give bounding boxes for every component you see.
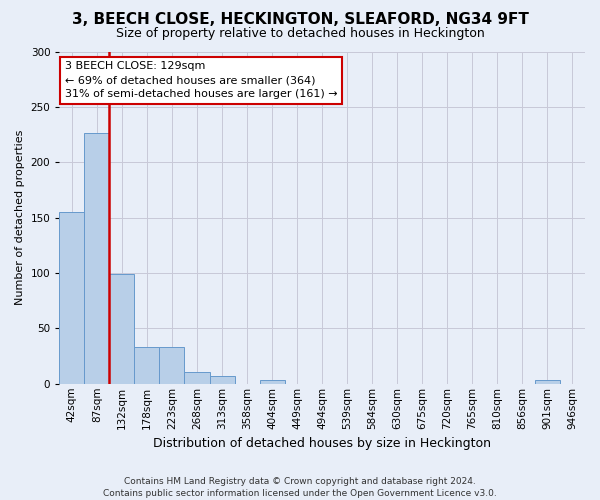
Bar — [109, 274, 134, 384]
Bar — [535, 380, 560, 384]
Bar — [85, 134, 109, 384]
Bar — [260, 380, 284, 384]
Text: Size of property relative to detached houses in Heckington: Size of property relative to detached ho… — [116, 28, 484, 40]
Bar — [184, 372, 209, 384]
Y-axis label: Number of detached properties: Number of detached properties — [15, 130, 25, 306]
Bar — [209, 376, 235, 384]
Text: 3, BEECH CLOSE, HECKINGTON, SLEAFORD, NG34 9FT: 3, BEECH CLOSE, HECKINGTON, SLEAFORD, NG… — [71, 12, 529, 28]
Bar — [59, 212, 85, 384]
X-axis label: Distribution of detached houses by size in Heckington: Distribution of detached houses by size … — [153, 437, 491, 450]
Bar — [160, 347, 184, 384]
Text: Contains HM Land Registry data © Crown copyright and database right 2024.
Contai: Contains HM Land Registry data © Crown c… — [103, 476, 497, 498]
Text: 3 BEECH CLOSE: 129sqm
← 69% of detached houses are smaller (364)
31% of semi-det: 3 BEECH CLOSE: 129sqm ← 69% of detached … — [65, 62, 337, 100]
Bar — [134, 347, 160, 384]
